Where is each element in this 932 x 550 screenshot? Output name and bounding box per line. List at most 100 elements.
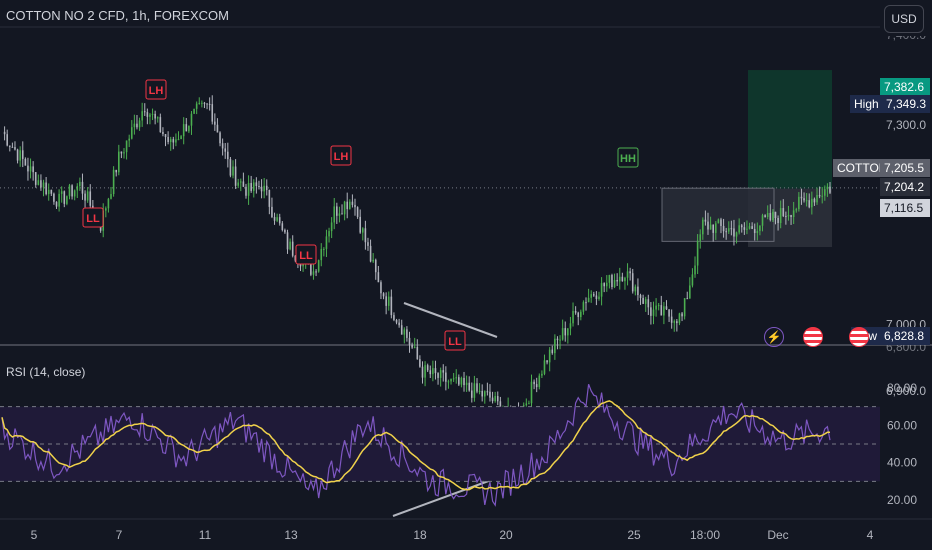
symbol-price-label: COTTON xyxy=(833,159,887,177)
candle-body xyxy=(548,349,551,363)
candle-body xyxy=(795,209,798,211)
candle-body xyxy=(621,276,624,282)
candle-body xyxy=(406,329,408,338)
candle-body xyxy=(167,137,169,143)
candle-body xyxy=(45,182,47,195)
candle-body xyxy=(595,295,598,299)
candle-body xyxy=(112,169,115,195)
candle-body xyxy=(338,213,341,216)
candle-body xyxy=(582,302,585,312)
candle-body xyxy=(211,104,214,122)
candle-body xyxy=(766,212,769,218)
candle-body xyxy=(704,219,707,222)
time-tick-label: 20 xyxy=(499,528,513,542)
candle-body xyxy=(611,275,613,287)
candle-body xyxy=(655,305,657,310)
candle-body xyxy=(782,208,785,217)
candle-body xyxy=(317,260,320,272)
time-tick-label: 25 xyxy=(627,528,641,542)
pivot-label-box xyxy=(82,207,104,228)
candle-body xyxy=(587,297,590,303)
candle-body xyxy=(554,338,556,354)
candle-body xyxy=(175,139,177,143)
candle-body xyxy=(146,112,149,117)
candle-body xyxy=(419,359,421,367)
candle-body xyxy=(206,103,208,105)
candle-body xyxy=(58,193,60,207)
candle-body xyxy=(574,311,577,313)
candle-body xyxy=(691,274,694,286)
candle-body xyxy=(115,169,118,173)
candle-body xyxy=(24,158,27,166)
price-tick-label: 6,900.0 xyxy=(886,384,926,398)
candle-body xyxy=(491,397,494,402)
candle-body xyxy=(214,121,216,125)
candle-body xyxy=(380,282,382,294)
candle-body xyxy=(450,378,452,382)
candle-body xyxy=(382,293,385,297)
candle-body xyxy=(717,219,720,224)
candle-body xyxy=(714,223,717,233)
candle-body xyxy=(73,190,76,197)
pivot-label-box xyxy=(617,147,639,168)
candle-body xyxy=(660,305,663,316)
candle-body xyxy=(40,180,42,188)
candle-body xyxy=(118,151,120,173)
us-flag-icon[interactable] xyxy=(849,327,869,347)
candle-body xyxy=(203,102,206,104)
candle-body xyxy=(634,286,637,292)
candle-body xyxy=(81,181,84,194)
candle-body xyxy=(55,201,58,207)
candle-body xyxy=(746,228,748,230)
candle-body xyxy=(647,299,650,308)
candle-body xyxy=(323,248,325,250)
pivot-label: LH xyxy=(149,85,164,97)
candle-body xyxy=(8,145,11,147)
candle-body xyxy=(374,259,377,273)
candle-body xyxy=(559,339,561,341)
candle-body xyxy=(730,228,733,230)
candle-body xyxy=(696,240,699,266)
candle-body xyxy=(779,208,782,224)
candle-body xyxy=(644,299,647,304)
candle-body xyxy=(188,125,190,132)
candle-body xyxy=(34,172,37,185)
candle-body xyxy=(686,298,689,300)
candle-body xyxy=(460,377,463,385)
candle-body xyxy=(60,191,63,194)
candle-body xyxy=(463,377,465,386)
candle-body xyxy=(291,241,294,256)
candle-body xyxy=(198,102,201,104)
candle-body xyxy=(66,196,68,204)
lightning-icon[interactable]: ⚡ xyxy=(764,327,784,347)
price-divergence-line xyxy=(403,302,498,338)
candle-body xyxy=(105,208,107,211)
candle-body xyxy=(445,372,447,382)
candle-body xyxy=(356,207,359,217)
candle-body xyxy=(346,201,349,210)
candle-body xyxy=(224,148,227,152)
candle-body xyxy=(452,378,455,380)
candle-body xyxy=(149,114,151,117)
candle-body xyxy=(811,198,813,208)
candle-body xyxy=(481,390,483,397)
candle-body xyxy=(538,375,541,388)
currency-button[interactable]: USD xyxy=(884,5,924,33)
candle-body xyxy=(476,383,478,392)
candle-body xyxy=(289,241,291,250)
us-flag-icon[interactable] xyxy=(803,327,823,347)
candle-body xyxy=(169,139,172,143)
candle-body xyxy=(535,384,538,388)
candle-body xyxy=(429,370,432,375)
candle-body xyxy=(294,255,297,261)
candle-body xyxy=(694,265,696,275)
pivot-label: HH xyxy=(620,153,636,165)
candle-body xyxy=(377,272,380,283)
candle-body xyxy=(255,182,258,186)
candle-body xyxy=(426,365,429,371)
rsi-indicator-title[interactable]: RSI (14, close) xyxy=(6,365,86,379)
candle-body xyxy=(333,206,336,223)
candle-body xyxy=(364,228,367,243)
candle-body xyxy=(816,195,818,203)
